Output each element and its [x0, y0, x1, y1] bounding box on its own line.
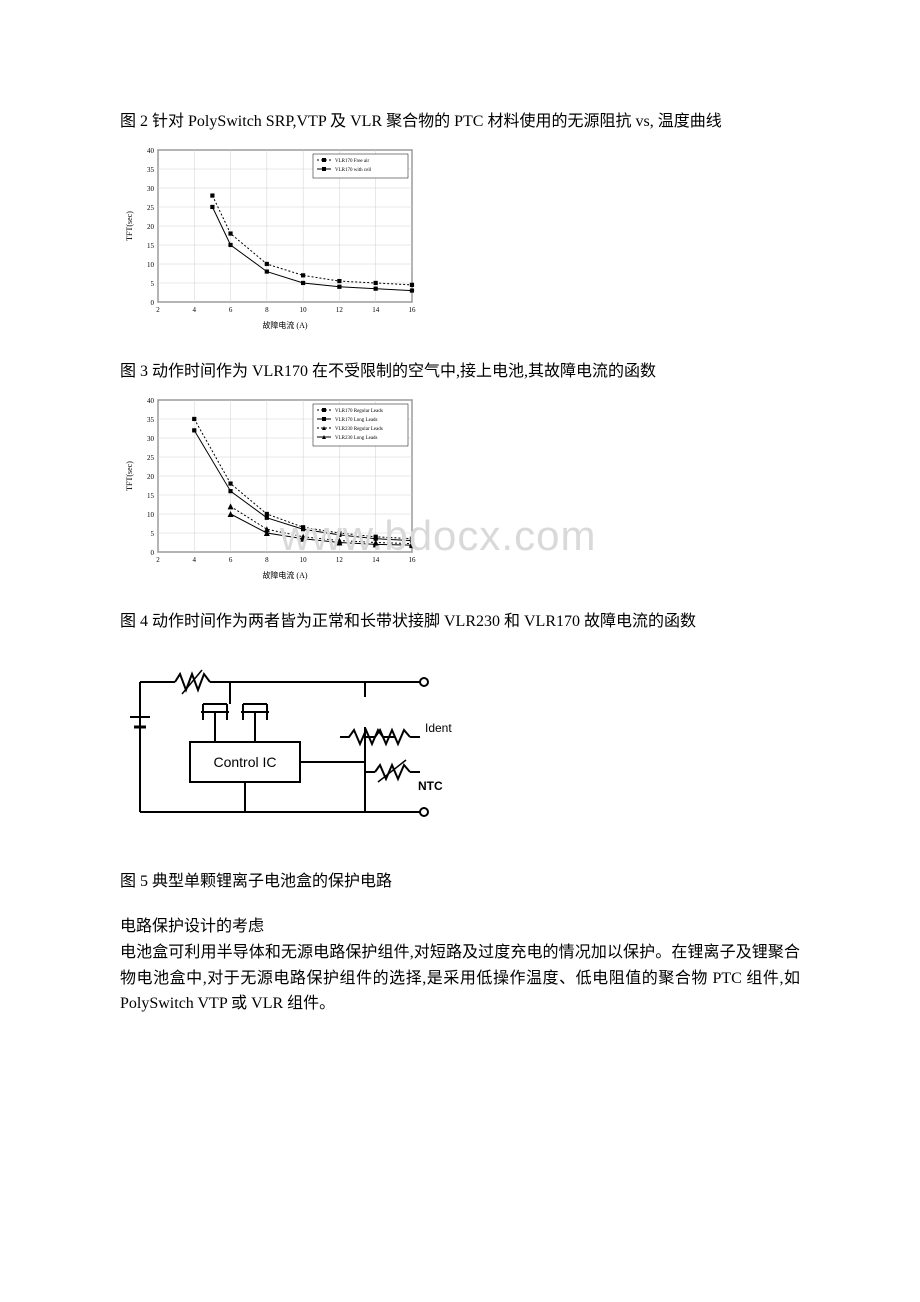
svg-text:40: 40 — [147, 147, 155, 155]
svg-text:0: 0 — [151, 549, 155, 557]
svg-text:Ident: Ident — [425, 721, 452, 735]
fig5-circuit: Control IC Ident NTC — [120, 642, 800, 842]
svg-text:12: 12 — [336, 556, 344, 564]
svg-text:6: 6 — [229, 306, 233, 314]
svg-text:故障电流 (A): 故障电流 (A) — [262, 570, 307, 580]
fig4-caption: 图 4 动作时间作为两者皆为正常和长带状接脚 VLR230 和 VLR170 故… — [120, 610, 800, 634]
svg-text:10: 10 — [147, 261, 155, 269]
svg-text:10: 10 — [300, 306, 308, 314]
svg-text:40: 40 — [147, 397, 155, 405]
svg-text:VLR170 with cell: VLR170 with cell — [335, 168, 372, 173]
svg-text:12: 12 — [336, 306, 344, 314]
svg-text:VLR230 Long Leads: VLR230 Long Leads — [335, 436, 378, 441]
svg-text:8: 8 — [265, 306, 269, 314]
svg-text:15: 15 — [147, 492, 155, 500]
section-title: 电路保护设计的考虑 — [120, 912, 800, 936]
svg-text:故障电流 (A): 故障电流 (A) — [262, 320, 307, 330]
svg-text:16: 16 — [409, 556, 417, 564]
svg-text:5: 5 — [151, 530, 155, 538]
svg-text:6: 6 — [229, 556, 233, 564]
svg-text:VLR170 Regular Leads: VLR170 Regular Leads — [335, 409, 383, 414]
svg-text:30: 30 — [147, 185, 155, 193]
svg-text:15: 15 — [147, 242, 155, 250]
fig4-chart: 0 5 10 15 20 25 30 35 40 2 4 6 8 10 12 14 16 故障电流 (A) TFT(… — [120, 392, 800, 582]
fig3-chart: 0 5 10 15 20 25 30 35 40 2 4 6 8 10 12 14 16 故障电流 (A) TFT(… — [120, 142, 800, 332]
svg-text:35: 35 — [147, 166, 155, 174]
svg-text:TFT(sec): TFT(sec) — [125, 211, 134, 241]
svg-text:35: 35 — [147, 416, 155, 424]
svg-text:25: 25 — [147, 204, 155, 212]
svg-text:16: 16 — [409, 306, 417, 314]
svg-text:TFT(sec): TFT(sec) — [125, 461, 134, 491]
svg-text:5: 5 — [151, 280, 155, 288]
svg-text:20: 20 — [147, 473, 155, 481]
svg-text:NTC: NTC — [418, 779, 443, 793]
section-body: 电池盒可利用半导体和无源电路保护组件,对短路及过度充电的情况加以保护。在锂离子及… — [120, 940, 800, 1017]
fig2-caption: 图 2 针对 PolySwitch SRP,VTP 及 VLR 聚合物的 PTC… — [120, 110, 800, 134]
svg-text:30: 30 — [147, 435, 155, 443]
svg-text:VLR230 Regular Leads: VLR230 Regular Leads — [335, 427, 383, 432]
fig3-caption: 图 3 动作时间作为 VLR170 在不受限制的空气中,接上电池,其故障电流的函… — [120, 360, 800, 384]
svg-text:2: 2 — [156, 556, 160, 564]
svg-text:10: 10 — [147, 511, 155, 519]
fig5-caption: 图 5 典型单颗锂离子电池盒的保护电路 — [120, 870, 800, 894]
svg-text:14: 14 — [372, 556, 380, 564]
svg-text:4: 4 — [193, 556, 197, 564]
svg-text:2: 2 — [156, 306, 160, 314]
svg-text:4: 4 — [193, 306, 197, 314]
svg-text:VLR170 Free air: VLR170 Free air — [335, 159, 369, 164]
svg-text:Control IC: Control IC — [213, 754, 276, 770]
svg-text:0: 0 — [151, 299, 155, 307]
svg-text:20: 20 — [147, 223, 155, 231]
svg-text:10: 10 — [300, 556, 308, 564]
svg-text:14: 14 — [372, 306, 380, 314]
svg-text:25: 25 — [147, 454, 155, 462]
svg-text:VLR170 Long Leads: VLR170 Long Leads — [335, 418, 378, 423]
svg-text:8: 8 — [265, 556, 269, 564]
